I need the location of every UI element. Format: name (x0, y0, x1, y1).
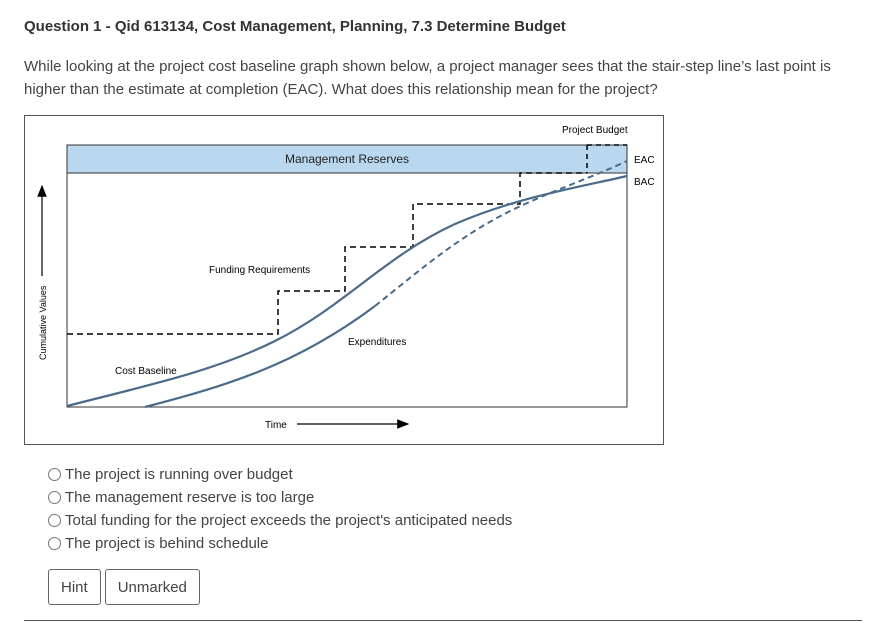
funding-requirements-label: Funding Requirements (209, 265, 310, 276)
cost-baseline-label: Cost Baseline (115, 366, 177, 377)
mark-status-button[interactable]: Unmarked (104, 569, 200, 605)
cost-baseline-diagram: Project Budget Management Reserves EAC B… (37, 125, 655, 431)
answer-options: The project is running over budget The m… (48, 463, 512, 555)
answer-option[interactable]: Total funding for the project exceeds th… (48, 509, 512, 532)
management-reserves-label: Management Reserves (285, 152, 409, 166)
answer-option-label: The project is behind schedule (65, 535, 269, 552)
bottom-divider (24, 620, 862, 621)
radio-button[interactable] (48, 537, 61, 550)
radio-button[interactable] (48, 491, 61, 504)
radio-button[interactable] (48, 468, 61, 481)
question-title: Question 1 - Qid 613134, Cost Management… (24, 18, 566, 35)
answer-option-label: Total funding for the project exceeds th… (65, 512, 513, 529)
eac-label: EAC (634, 155, 655, 166)
answer-option-label: The project is running over budget (65, 466, 293, 483)
y-axis-label: Cumulative Values (38, 285, 48, 360)
funding-requirements-steps (67, 172, 587, 335)
cost-baseline-curve (66, 174, 628, 408)
answer-option[interactable]: The project is behind schedule (48, 532, 512, 555)
management-reserves-band (66, 144, 628, 174)
cost-baseline-figure: Project Budget Management Reserves EAC B… (24, 115, 664, 445)
answer-option[interactable]: The management reserve is too large (48, 486, 512, 509)
expenditures-label: Expenditures (348, 337, 406, 348)
radio-button[interactable] (48, 514, 61, 527)
project-budget-label: Project Budget (562, 125, 628, 136)
expenditures-curve (144, 305, 376, 409)
bac-label: BAC (634, 177, 655, 188)
question-text: While looking at the project cost baseli… (24, 58, 831, 98)
action-buttons: Hint Unmarked (48, 569, 200, 605)
answer-option[interactable]: The project is running over budget (48, 463, 512, 486)
answer-option-label: The management reserve is too large (65, 489, 315, 506)
expenditures-forecast-curve (374, 160, 628, 307)
x-axis-label: Time (265, 420, 287, 431)
hint-button[interactable]: Hint (48, 569, 101, 605)
